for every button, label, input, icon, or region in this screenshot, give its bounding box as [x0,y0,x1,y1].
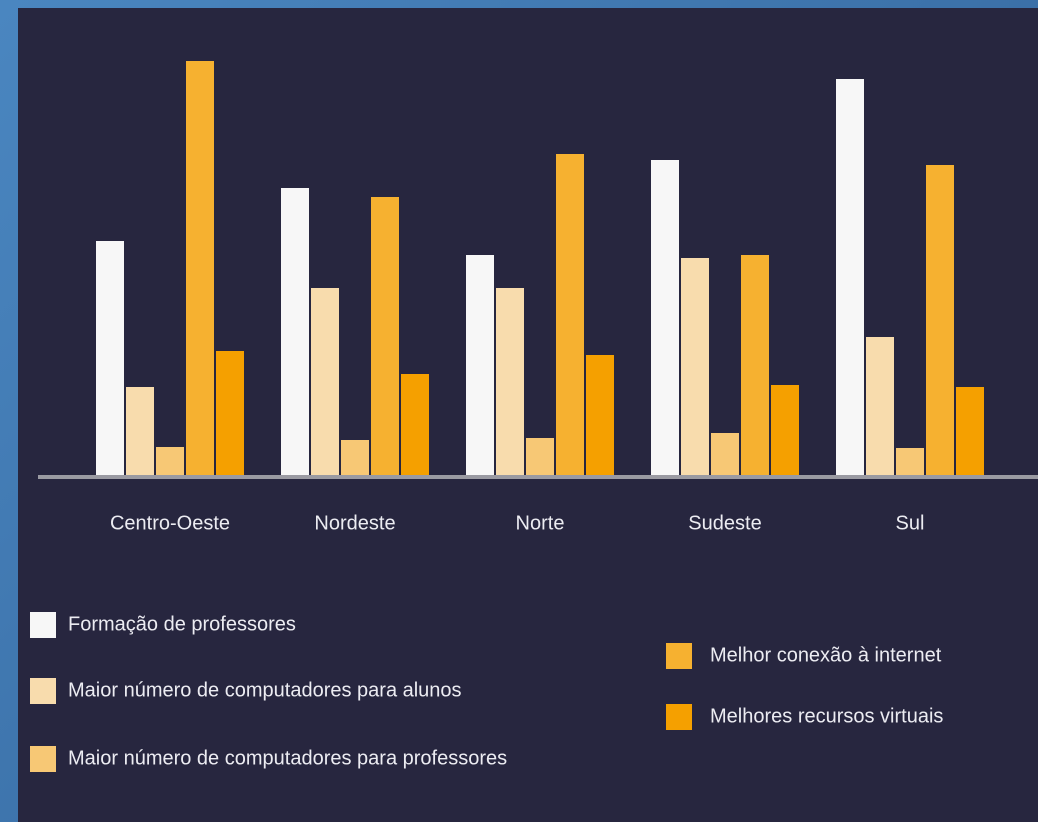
bar [156,447,184,475]
bar [96,241,124,475]
bar [681,258,709,475]
bar [586,355,614,475]
legend-label: Maior número de computadores para profes… [68,747,507,769]
legend-swatch [30,612,56,638]
legend-label: Melhor conexão à internet [710,644,942,666]
x-tick-label: Sul [896,512,925,534]
bar [896,448,924,475]
bar [401,374,429,475]
bar [771,385,799,475]
bar [186,61,214,475]
bar [956,387,984,475]
bar [496,288,524,475]
bar [836,79,864,475]
bar [371,197,399,475]
bar [126,387,154,475]
bar [926,165,954,475]
bar [866,337,894,475]
bar [281,188,309,475]
bar [466,255,494,475]
bar [216,351,244,475]
legend-label: Melhores recursos virtuais [710,705,943,727]
bar [651,160,679,475]
x-tick-label: Norte [516,512,565,534]
bar [711,433,739,475]
legend-swatch [30,678,56,704]
bar [311,288,339,475]
bar [556,154,584,475]
x-tick-label: Nordeste [314,512,395,534]
legend-label: Maior número de computadores para alunos [68,679,462,701]
bar [526,438,554,475]
legend-swatch [30,746,56,772]
legend-swatch [666,704,692,730]
legend-swatch [666,643,692,669]
legend-label: Formação de professores [68,613,296,635]
x-tick-label: Centro-Oeste [110,512,230,534]
bar [741,255,769,475]
x-tick-label: Sudeste [688,512,761,534]
bar [341,440,369,475]
